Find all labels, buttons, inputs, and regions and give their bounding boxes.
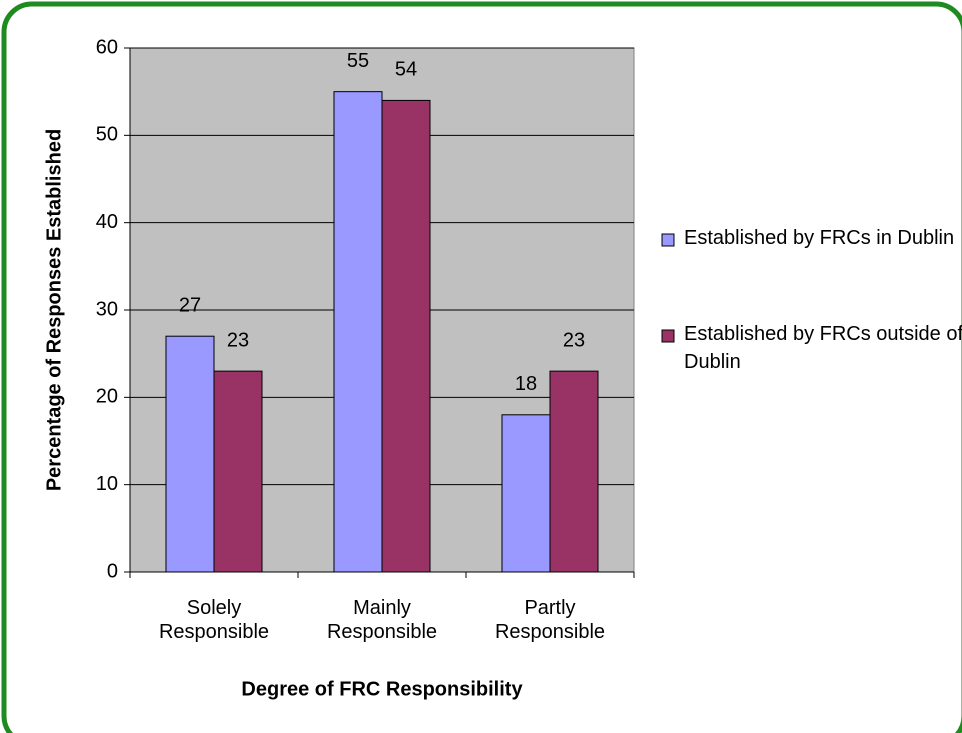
data-label: 54	[395, 59, 417, 81]
bar	[381, 99, 431, 573]
legend-swatch	[661, 329, 675, 343]
y-tick-label: 0	[107, 560, 118, 582]
x-tick-label: Mainly Responsible	[326, 597, 438, 643]
data-label: 23	[227, 329, 249, 351]
legend-label: Established by FRCs outside of Dublin	[684, 323, 962, 373]
x-axis-title: Degree of FRC Responsibility	[241, 678, 523, 700]
y-tick-label: 20	[96, 386, 118, 408]
y-tick-label: 30	[96, 298, 118, 320]
data-label: 18	[515, 373, 537, 395]
bar	[333, 91, 383, 573]
bar	[213, 370, 263, 573]
y-tick-label: 40	[96, 211, 118, 233]
data-label: 27	[179, 294, 201, 316]
y-tick-label: 60	[96, 36, 118, 58]
bar	[165, 335, 215, 573]
legend-label: Established by FRCs in Dublin	[684, 227, 955, 249]
x-tick-label: Partly Responsible	[494, 597, 606, 643]
y-tick-label: 50	[96, 124, 118, 146]
x-tick-label: Solely Responsible	[158, 597, 270, 643]
y-tick-label: 10	[96, 473, 118, 495]
data-label: 23	[563, 329, 585, 351]
legend-swatch	[661, 233, 675, 247]
bar	[501, 414, 551, 573]
data-label: 55	[347, 50, 369, 72]
y-axis-title: Percentage of Responses Established	[43, 129, 65, 491]
bar	[549, 370, 599, 573]
